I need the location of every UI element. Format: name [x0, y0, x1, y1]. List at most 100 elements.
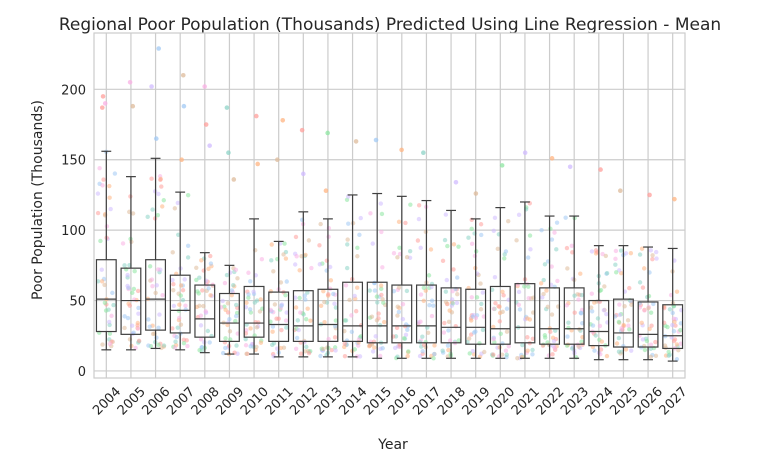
- outlier-point: [203, 122, 209, 127]
- jitter-point: [552, 345, 557, 351]
- jitter-point: [293, 305, 299, 310]
- jitter-point: [304, 344, 309, 350]
- box-2025: [612, 245, 634, 361]
- y-tick-label: 100: [61, 224, 86, 239]
- jitter-point: [442, 237, 448, 243]
- jitter-point: [627, 285, 632, 291]
- jitter-point: [183, 307, 188, 312]
- jitter-point: [478, 307, 484, 312]
- box-body: [120, 267, 142, 335]
- box-2022: [539, 215, 561, 359]
- jitter-point: [420, 349, 425, 354]
- jitter-point: [440, 348, 445, 353]
- jitter-point: [132, 268, 137, 274]
- jitter-point: [601, 307, 607, 313]
- jitter-point: [233, 302, 239, 308]
- outlier-point: [567, 164, 573, 170]
- jitter-point: [404, 288, 410, 294]
- jitter-point: [321, 346, 326, 352]
- jitter-point: [373, 334, 378, 339]
- jitter-point: [650, 257, 655, 262]
- jitter-point: [108, 206, 113, 212]
- jitter-point: [206, 286, 211, 291]
- jitter-point: [111, 302, 116, 308]
- jitter-point: [549, 237, 555, 242]
- jitter-point: [447, 338, 453, 343]
- box-body: [539, 287, 561, 345]
- jitter-point: [254, 325, 260, 330]
- outlier-point: [149, 84, 154, 89]
- box-body: [465, 288, 487, 345]
- jitter-point: [317, 262, 323, 267]
- jitter-point: [333, 318, 339, 323]
- jitter-point: [525, 348, 530, 353]
- jitter-point: [302, 293, 308, 298]
- jitter-point: [569, 243, 574, 248]
- jitter-point: [564, 303, 569, 308]
- jitter-point: [637, 280, 643, 285]
- jitter-point: [133, 345, 138, 351]
- jitter-point: [640, 337, 646, 342]
- outlier-point: [549, 156, 555, 161]
- jitter-point: [281, 252, 286, 257]
- jitter-point: [621, 322, 626, 328]
- jitter-point: [478, 222, 484, 227]
- jitter-point: [662, 343, 668, 348]
- plot-frame: [93, 32, 686, 379]
- jitter-point: [400, 301, 406, 307]
- jitter-point: [600, 251, 605, 257]
- jitter-point: [374, 294, 380, 299]
- jitter-point: [331, 291, 336, 297]
- jitter-point: [294, 335, 300, 341]
- jitter-point: [293, 234, 299, 240]
- jitter-point: [598, 347, 604, 352]
- jitter-point: [353, 308, 359, 314]
- jitter-point: [648, 354, 653, 359]
- outlier-point: [130, 103, 136, 109]
- outlier-point: [647, 192, 652, 198]
- jitter-point: [229, 288, 235, 293]
- box-2010: [243, 218, 265, 355]
- box-body: [145, 259, 167, 331]
- box-2024: [588, 245, 610, 361]
- jitter-point: [530, 347, 535, 353]
- jitter-point: [278, 280, 284, 285]
- jitter-point: [170, 250, 175, 255]
- jitter-point: [349, 313, 354, 318]
- jitter-point: [153, 290, 158, 296]
- jitter-point: [178, 283, 184, 288]
- jitter-point: [254, 298, 260, 303]
- jitter-point: [248, 279, 253, 284]
- jitter-point: [646, 306, 651, 311]
- jitter-point: [443, 299, 449, 305]
- jitter-point: [641, 266, 647, 271]
- jitter-point: [482, 349, 487, 355]
- jitter-point: [446, 319, 452, 324]
- jitter-point: [253, 273, 258, 278]
- jitter-point: [99, 279, 105, 284]
- jitter-point: [149, 277, 155, 282]
- jitter-point: [382, 319, 387, 325]
- jitter-point: [392, 345, 398, 351]
- jitter-point: [552, 230, 557, 235]
- jitter-point: [377, 322, 383, 328]
- jitter-point: [554, 220, 560, 225]
- jitter-point: [593, 333, 598, 338]
- jitter-point: [416, 203, 422, 208]
- outlier-point: [254, 113, 259, 119]
- jitter-point: [343, 318, 349, 323]
- jitter-point: [270, 329, 275, 334]
- jitter-point: [550, 352, 555, 357]
- jitter-point: [223, 336, 228, 341]
- outlier-point: [617, 188, 623, 194]
- jitter-point: [469, 241, 475, 247]
- jitter-point: [470, 349, 475, 354]
- box-2021: [514, 201, 536, 359]
- jitter-point: [432, 351, 437, 357]
- jitter-point: [125, 315, 131, 321]
- outlier-point: [499, 163, 505, 168]
- jitter-point: [500, 309, 505, 315]
- outlier-point: [156, 46, 162, 51]
- jitter-point: [177, 315, 182, 321]
- jitter-point: [648, 342, 654, 347]
